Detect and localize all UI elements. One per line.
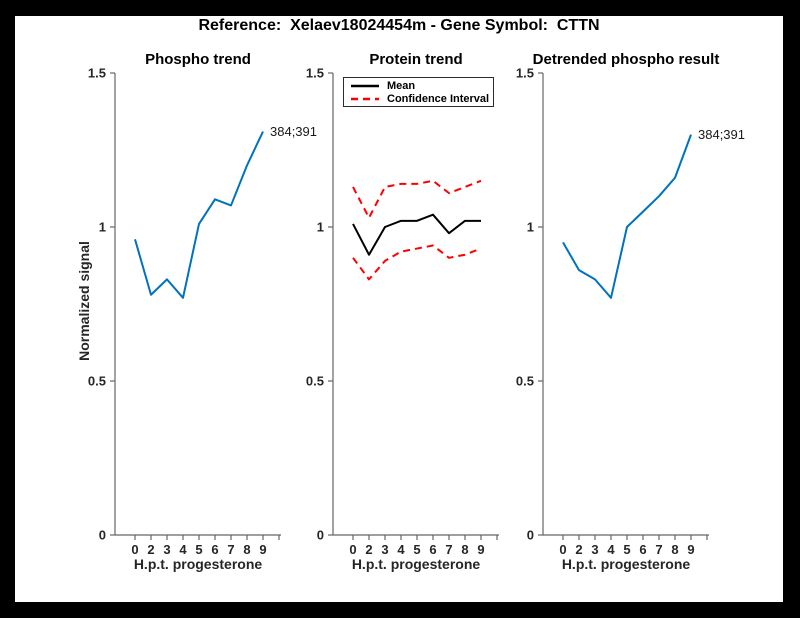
y-tick-label: 1.5 [516, 66, 534, 81]
x-tick-label: 5 [623, 542, 630, 557]
legend-ci-label: Confidence Interval [387, 92, 490, 105]
trend-line-confidence [352, 179, 482, 219]
trend-line-confidence [352, 244, 482, 281]
y-tick-label: 1.5 [306, 66, 324, 81]
x-axis-label-protein: H.p.t. progesterone [351, 556, 481, 572]
x-tick-label: 7 [445, 542, 452, 557]
subplot-protein-title: Protein trend [369, 51, 463, 68]
protein-trend-plot: 00.511.50 2 3 4 5 6 7 8 9 [306, 66, 499, 557]
subplot-detrended-title: Detrended phospho result [532, 51, 720, 68]
x-tick-label: 7 [227, 542, 234, 557]
x-tick-label: 4 [179, 542, 187, 557]
trend-line-mean [134, 131, 264, 299]
legend-mean-label: Mean [387, 79, 416, 92]
x-tick-label: 6 [211, 542, 218, 557]
y-tick-label: 1.5 [88, 66, 106, 81]
legend-mean-line-sample [351, 84, 379, 87]
x-tick-label: 2 [365, 542, 372, 557]
x-axis-label-phospho: H.p.t. progesterone [133, 556, 263, 572]
x-tick-label: 8 [243, 542, 250, 557]
legend-ci-line-sample [351, 97, 379, 100]
x-tick-label: 5 [413, 542, 420, 557]
trend-line-mean [352, 213, 481, 256]
figure-canvas [15, 16, 783, 602]
x-tick-label: 3 [591, 542, 598, 557]
x-tick-label: 2 [575, 542, 582, 557]
x-tick-label: 5 [195, 542, 202, 557]
series-end-label: 384;391 [270, 124, 317, 139]
x-tick-label: 2 [147, 542, 154, 557]
x-tick-label: 6 [429, 542, 436, 557]
legend: Mean Confidence Interval [343, 77, 494, 107]
x-tick-label: 8 [671, 542, 678, 557]
x-tick-label: 3 [163, 542, 170, 557]
y-tick-label: 1 [317, 220, 324, 235]
y-tick-label: 0 [317, 528, 324, 543]
legend-item-confidence-interval: Confidence Interval [344, 92, 493, 105]
trend-line-mean [562, 134, 692, 299]
y-tick-label: 1 [527, 220, 534, 235]
x-tick-label: 0 [559, 542, 566, 557]
x-tick-label: 9 [259, 542, 266, 557]
y-tick-label: 0.5 [516, 374, 534, 389]
y-tick-label: 0 [527, 528, 534, 543]
y-tick-label: 1 [99, 220, 106, 235]
y-tick-label: 0.5 [88, 374, 106, 389]
x-axis-label-detrended: H.p.t. progesterone [561, 556, 691, 572]
subplot-phospho-title: Phospho trend [145, 51, 251, 68]
x-tick-label: 4 [607, 542, 615, 557]
x-tick-label: 9 [687, 542, 694, 557]
y-tick-label: 0.5 [306, 374, 324, 389]
x-tick-label: 7 [655, 542, 662, 557]
x-tick-label: 4 [397, 542, 405, 557]
legend-item-mean: Mean [344, 79, 493, 92]
x-tick-label: 0 [131, 542, 138, 557]
figure-title: Reference: Xelaev18024454m - Gene Symbol… [198, 17, 600, 34]
series-end-label: 384;391 [698, 127, 745, 142]
x-tick-label: 8 [461, 542, 468, 557]
x-tick-label: 9 [477, 542, 484, 557]
x-tick-label: 3 [381, 542, 388, 557]
y-tick-label: 0 [99, 528, 106, 543]
x-tick-label: 6 [639, 542, 646, 557]
x-tick-label: 0 [349, 542, 356, 557]
